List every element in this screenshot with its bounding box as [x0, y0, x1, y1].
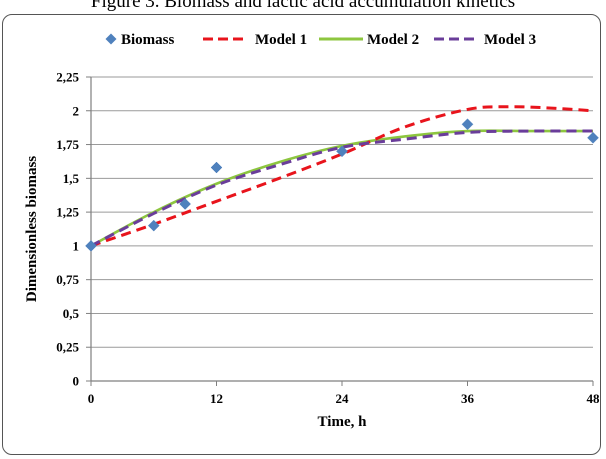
series-lines [90, 105, 594, 248]
y-tick-label: 1,5 [63, 171, 80, 186]
data-point-biomass [179, 198, 191, 210]
y-tick-label: 0 [73, 374, 80, 389]
tick-labels: 0 0,25 0,5 0,75 1 1,25 1,5 1,75 2 2,25 0 12 24 36 48 [56, 70, 600, 407]
data-point-biomass [147, 219, 160, 232]
legend-label: Biomass [121, 32, 175, 48]
y-tick-label: 0,25 [56, 340, 79, 355]
x-tick-label: 0 [88, 391, 95, 406]
x-tick-label: 12 [210, 391, 223, 406]
y-tick-label: 2,25 [56, 70, 79, 85]
y-tick-label: 2 [73, 103, 80, 118]
legend-swatch [105, 33, 117, 45]
y-tick-label: 1 [73, 238, 80, 253]
series-line-model-3 [90, 129, 594, 248]
legend-item-model-1: Model 1 [203, 32, 307, 48]
legend-label: Model 2 [367, 32, 419, 48]
x-tick-label: 48 [587, 391, 601, 406]
data-point-biomass [461, 118, 474, 131]
y-axis-title: Dimensionless biomass [24, 156, 40, 302]
legend-label: Model 1 [255, 32, 307, 48]
data-point-biomass [85, 240, 97, 252]
figure-caption: Figure 3. Biomass and lactic acid accumu… [90, 0, 516, 12]
data-point-biomass [587, 131, 599, 144]
x-tick-label: 36 [461, 391, 475, 406]
y-tick-label: 1,25 [56, 205, 79, 220]
series-line-model-1 [90, 105, 594, 248]
legend-item-model-2: Model 2 [319, 32, 419, 48]
axes [86, 76, 594, 386]
y-tick-label: 0,5 [63, 306, 80, 321]
x-axis-title: Time, h [318, 414, 368, 430]
chart-frame: 0 0,25 0,5 0,75 1 1,25 1,5 1,75 2 2,25 0 12 24 36 48 T… [2, 14, 601, 455]
grid-lines [91, 76, 593, 348]
data-point-biomass [336, 145, 348, 158]
y-tick-label: 1,75 [56, 137, 79, 152]
chart-svg: 0 0,25 0,5 0,75 1 1,25 1,5 1,75 2 2,25 0 12 24 36 48 T… [24, 32, 600, 430]
legend: Biomass Model 1 Model 2 Model 3 [105, 32, 536, 48]
data-point-biomass [210, 161, 223, 174]
legend-label: Model 3 [484, 32, 536, 48]
x-tick-label: 24 [336, 391, 350, 406]
y-tick-label: 0,75 [56, 272, 79, 287]
legend-item-biomass: Biomass [105, 32, 175, 48]
legend-item-model-3: Model 3 [434, 32, 536, 48]
series-points [85, 118, 599, 252]
